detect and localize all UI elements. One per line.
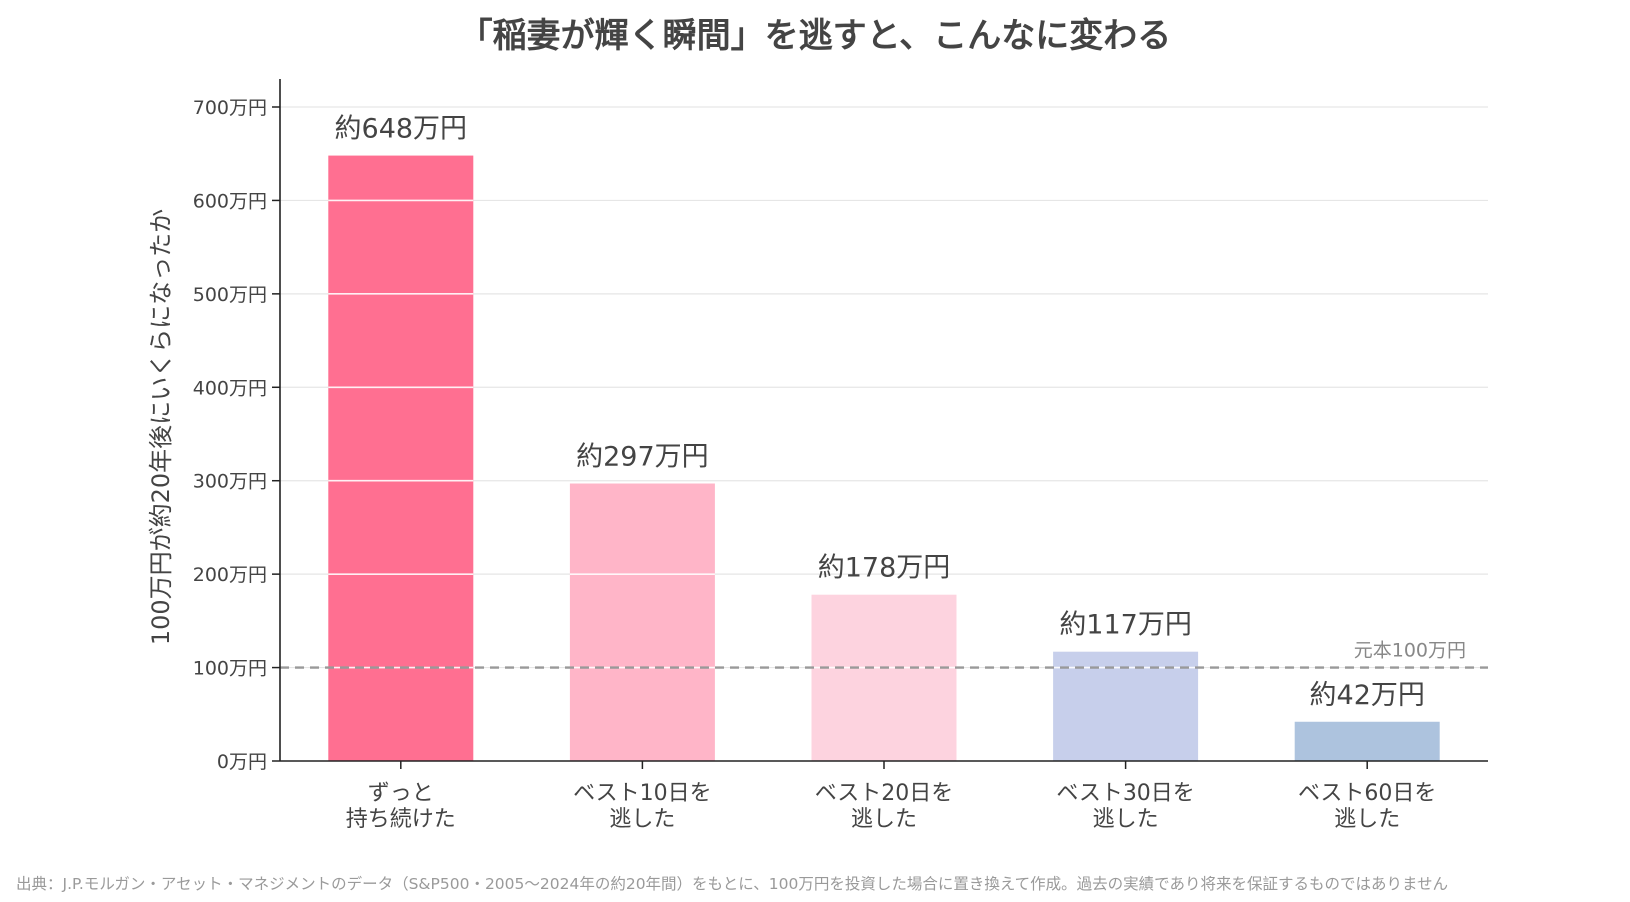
x-tick-label: ベスト10日を逃した (573, 781, 711, 832)
axes (272, 78, 1488, 769)
x-tick-label-line: 逃した (851, 807, 917, 832)
x-tick-label-line: ベスト20日を (815, 781, 953, 806)
x-tick-label-line: 逃した (1334, 807, 1400, 832)
y-axis-title: 100万円が約20年後にいくらになったか (147, 209, 175, 645)
bar (1294, 721, 1440, 761)
y-tick-label: 700万円 (193, 97, 267, 119)
data-label: 約117万円 (1059, 610, 1192, 641)
y-tick-label: 100万円 (193, 658, 267, 680)
y-tick-label: 500万円 (193, 284, 267, 306)
x-tick-label: ベスト30日を逃した (1056, 781, 1194, 832)
reference-line-label: 元本100万円 (1354, 640, 1466, 662)
y-tick-label: 600万円 (193, 190, 267, 212)
x-tick-label: ずっと持ち続けた (346, 781, 456, 832)
bars (328, 155, 1440, 761)
x-tick-label-line: ベスト60日を (1298, 781, 1436, 806)
chart-title: 「稲妻が輝く瞬間」を逃すと、こんなに変わる (458, 16, 1172, 56)
x-tick-label-line: 逃した (1093, 807, 1159, 832)
x-tick-label-line: 持ち続けた (346, 807, 456, 832)
x-tick-label-line: ベスト30日を (1056, 781, 1194, 806)
x-tick-label: ベスト20日を逃した (815, 781, 953, 832)
y-tick-label: 400万円 (193, 377, 267, 399)
bar (569, 483, 715, 761)
x-tick-label-line: ベスト10日を (573, 781, 711, 806)
data-label: 約297万円 (576, 442, 709, 473)
data-label: 約648万円 (335, 114, 468, 145)
x-tick-label-line: ずっと (368, 781, 434, 806)
bar (1053, 651, 1199, 761)
x-tick-label: ベスト60日を逃した (1298, 781, 1436, 832)
data-label: 約178万円 (818, 553, 951, 584)
y-tick-label: 200万円 (193, 564, 267, 586)
y-tick-label: 0万円 (217, 751, 267, 773)
labels: 0万円 100万円 200万円 300万円 400万円 500万円 600万円 700万円約6… (147, 97, 1466, 832)
data-label: 約42万円 (1310, 680, 1425, 711)
x-tick-label-line: 逃した (609, 807, 675, 832)
y-tick-label: 300万円 (193, 471, 267, 493)
bar (328, 155, 474, 761)
source-note: 出典：J.P.モルガン・アセット・マネジメントのデータ（S&P500・2005〜… (16, 875, 1448, 893)
bar (811, 594, 957, 761)
